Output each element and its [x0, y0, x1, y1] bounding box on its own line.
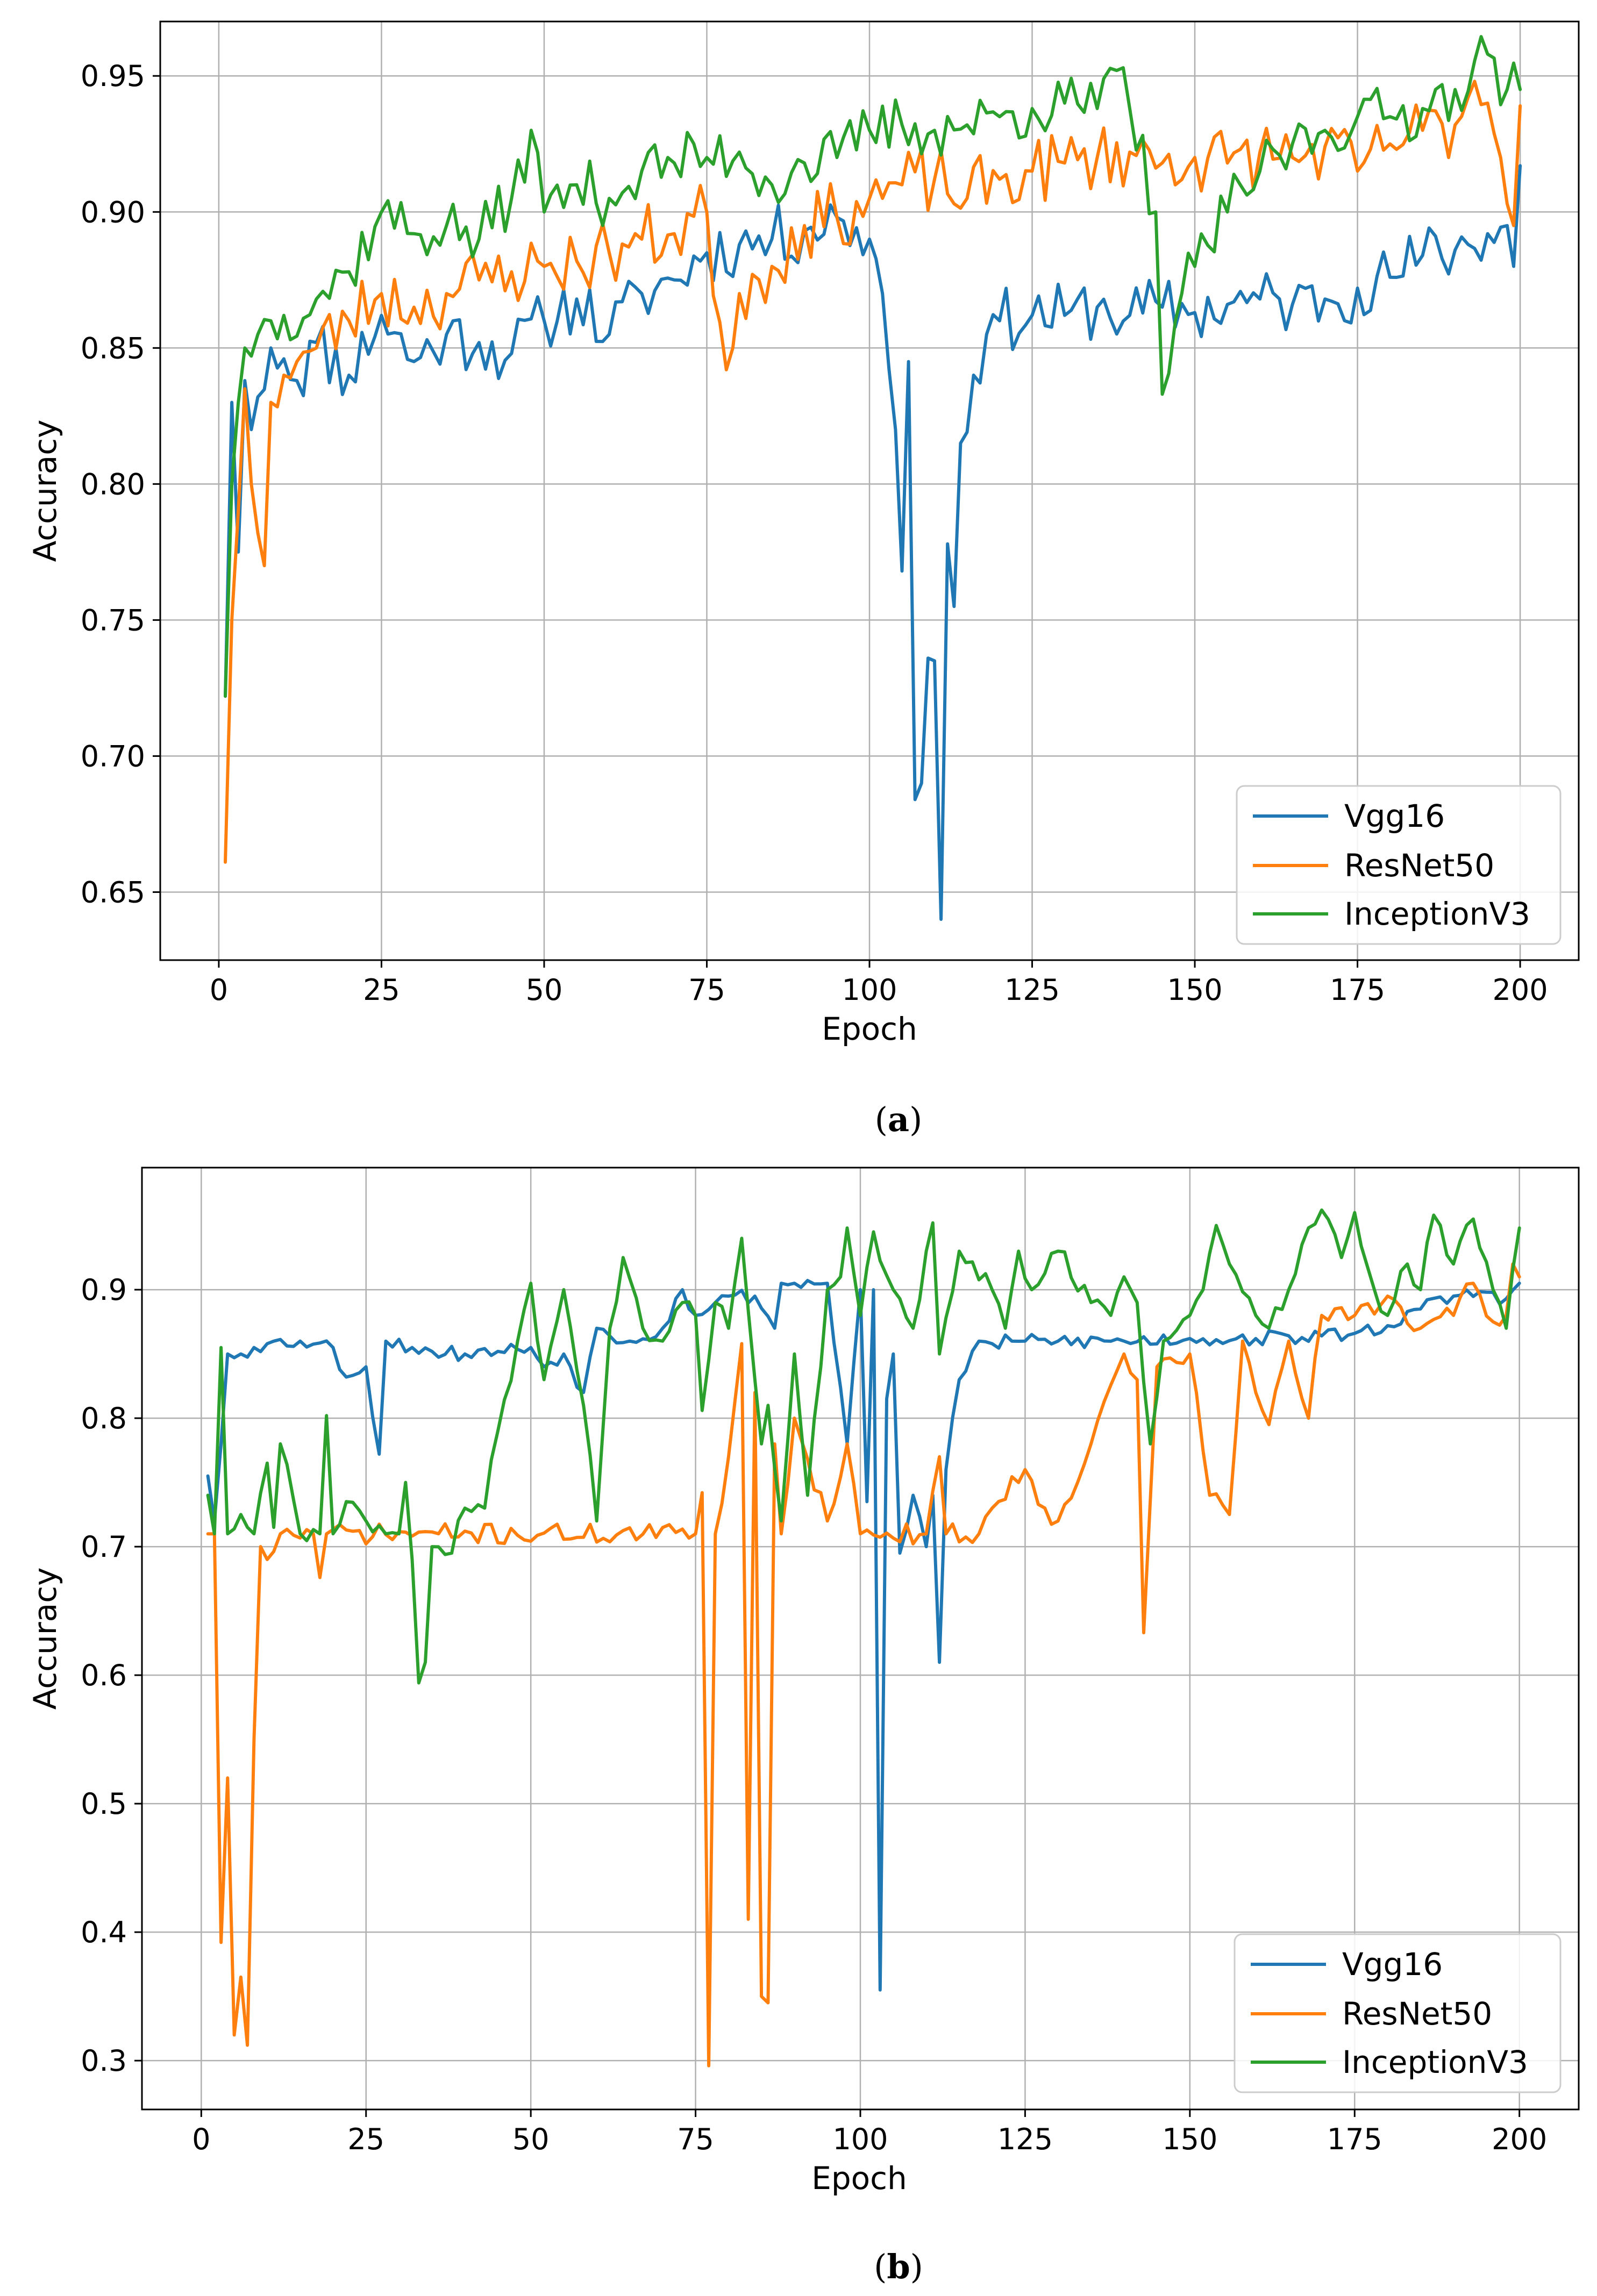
x-tick-label: 0 — [210, 973, 228, 1007]
legend-a: Vgg16 ResNet50 InceptionV3 — [1236, 785, 1562, 945]
y-tick-label: 0.3 — [81, 2044, 127, 2078]
x-tick-label: 25 — [363, 973, 400, 1007]
series-lines-b — [206, 1208, 1521, 2068]
x-tick-label: 175 — [1330, 973, 1385, 1007]
legend-label-resnet50-a: ResNet50 — [1344, 847, 1494, 884]
x-tick-label: 0 — [192, 2122, 210, 2156]
legend-label-vgg16-a: Vgg16 — [1344, 798, 1445, 834]
chart-panel-b: 0 25 50 75 100 125 150 175 200 0.3 0.4 0.5 0.6 0.7 0.8… — [27, 1167, 1580, 2286]
x-tick-label: 150 — [1162, 2122, 1217, 2156]
x-tick-label: 50 — [512, 2122, 550, 2156]
y-tick-label: 0.4 — [81, 1915, 127, 1949]
x-tick-label: 25 — [347, 2122, 384, 2156]
legend-b: Vgg16 ResNet50 InceptionV3 — [1234, 1933, 1562, 2093]
y-tick-label: 0.85 — [81, 331, 145, 365]
series-lines-a — [224, 35, 1522, 921]
x-tick-label: 175 — [1327, 2122, 1382, 2156]
y-tick-label: 0.6 — [81, 1658, 127, 1692]
x-tick-label: 150 — [1167, 973, 1223, 1007]
legend-box-b — [1234, 1933, 1562, 2093]
series-line-inceptionv3 — [224, 35, 1522, 698]
legend-label-inceptionv3-b: InceptionV3 — [1342, 2044, 1528, 2080]
x-tick-label: 50 — [526, 973, 563, 1007]
y-tick-label: 0.70 — [81, 739, 145, 773]
caption-close-b: ) — [910, 2247, 923, 2286]
y-tick-label: 0.75 — [81, 603, 145, 637]
y-axis-label-a: Accuracy — [27, 420, 63, 562]
y-tick-label: 0.9 — [81, 1273, 127, 1307]
series-line-vgg16 — [224, 164, 1522, 921]
legend-label-resnet50-b: ResNet50 — [1342, 1995, 1492, 2032]
axis-ticks-a: 0 25 50 75 100 125 150 175 200 0.65 0.70 0.75 0.80 0.… — [81, 59, 1548, 1007]
y-tick-label: 0.80 — [81, 467, 145, 501]
x-tick-label: 75 — [677, 2122, 714, 2156]
y-tick-label: 0.65 — [81, 875, 145, 909]
x-tick-label: 200 — [1493, 973, 1548, 1007]
caption-letter-a: a — [888, 1100, 909, 1139]
x-tick-label: 100 — [832, 2122, 888, 2156]
series-line-resnet50 — [224, 80, 1522, 864]
y-tick-label: 0.90 — [81, 195, 145, 229]
y-tick-label: 0.95 — [81, 59, 145, 93]
x-axis-label-b: Epoch — [811, 2160, 907, 2197]
caption-close-a: ) — [909, 1100, 922, 1139]
y-axis-label-b: Accuracy — [27, 1568, 63, 1710]
caption-open-a: ( — [875, 1100, 888, 1139]
y-tick-label: 0.7 — [81, 1530, 127, 1564]
chart-panel-a: 0 25 50 75 100 125 150 175 200 0.65 0.70 0.75 0.80 0.… — [27, 20, 1580, 1139]
x-tick-label: 75 — [688, 973, 725, 1007]
axis-ticks-b: 0 25 50 75 100 125 150 175 200 0.3 0.4 0.5 0.6 0.7 0.8… — [81, 1273, 1547, 2156]
x-tick-label: 200 — [1492, 2122, 1547, 2156]
series-line-resnet50 — [206, 1262, 1521, 2068]
caption-a: (a) — [875, 1100, 923, 1139]
x-axis-label-a: Epoch — [822, 1011, 917, 1047]
x-tick-label: 125 — [997, 2122, 1053, 2156]
caption-open-b: ( — [874, 2247, 887, 2286]
series-line-inceptionv3 — [206, 1208, 1521, 1685]
series-line-vgg16 — [206, 1279, 1521, 1992]
caption-b: (b) — [874, 2247, 923, 2286]
legend-label-inceptionv3-a: InceptionV3 — [1344, 896, 1530, 932]
legend-box-a — [1236, 785, 1562, 945]
x-tick-label: 125 — [1004, 973, 1060, 1007]
x-tick-label: 100 — [842, 973, 897, 1007]
y-tick-label: 0.8 — [81, 1401, 127, 1435]
caption-letter-b: b — [887, 2247, 910, 2286]
legend-label-vgg16-b: Vgg16 — [1342, 1946, 1443, 1983]
y-tick-label: 0.5 — [81, 1787, 127, 1821]
